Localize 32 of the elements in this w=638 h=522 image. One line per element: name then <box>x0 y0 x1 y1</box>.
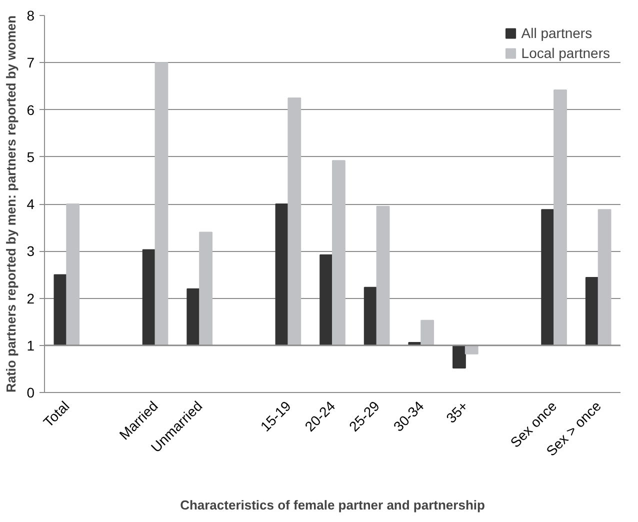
y-tick-label: 0 <box>26 384 35 400</box>
x-tick-label: 35+ <box>442 398 472 426</box>
y-tick-label: 5 <box>26 148 35 165</box>
bar <box>288 97 302 346</box>
bar <box>598 209 612 346</box>
y-axis-title: Ratio partners reported by men: partners reported by women <box>4 15 19 393</box>
bar <box>452 344 466 368</box>
legend-label: Local partners <box>521 45 610 61</box>
bar <box>142 249 156 346</box>
legend-label: All partners <box>521 25 592 41</box>
bar <box>54 274 68 346</box>
y-tick-label: 7 <box>26 54 35 71</box>
bar <box>554 89 567 346</box>
bar <box>364 286 378 346</box>
y-tick-label: 3 <box>26 243 35 260</box>
bar <box>66 204 80 346</box>
bar <box>420 320 434 346</box>
bar <box>541 209 555 346</box>
y-tick-label: 1 <box>26 337 35 354</box>
y-tick-label: 6 <box>26 102 35 118</box>
bar <box>332 160 346 346</box>
bar <box>585 277 599 346</box>
y-tick-label: 2 <box>26 290 35 306</box>
bar <box>186 288 200 346</box>
y-tick-label: 8 <box>26 8 35 24</box>
bar <box>154 62 168 346</box>
bar <box>464 344 478 354</box>
x-axis-title: Characteristics of female partner and partnership <box>180 498 485 513</box>
y-tick-label: 4 <box>26 196 35 212</box>
bar <box>376 206 390 346</box>
bar <box>320 254 333 346</box>
bar <box>199 232 212 346</box>
